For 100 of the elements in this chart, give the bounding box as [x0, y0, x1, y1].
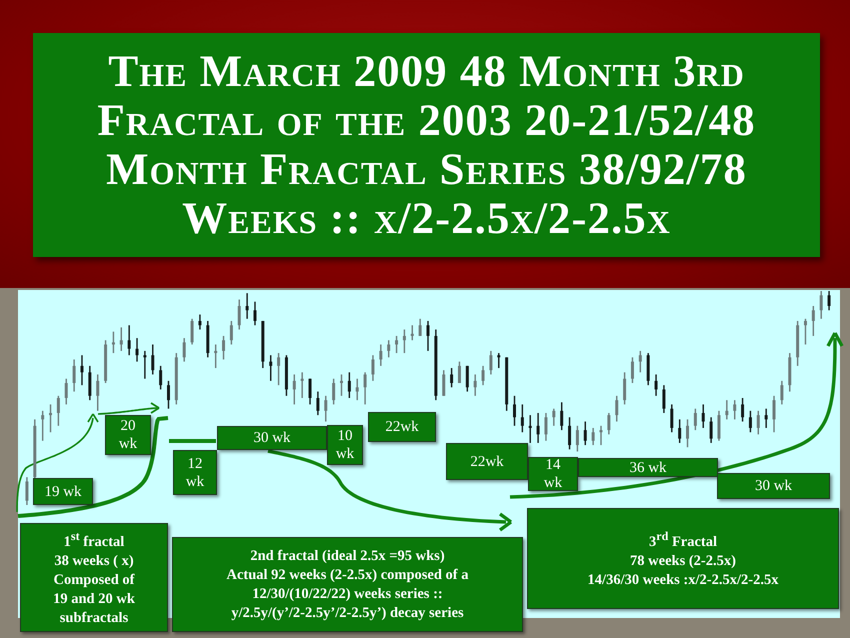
- candlestick: [64, 378, 68, 406]
- candlestick: [410, 324, 414, 341]
- candlestick: [741, 397, 744, 422]
- candlestick: [497, 352, 500, 369]
- candlestick: [560, 402, 564, 431]
- candlestick: [662, 384, 666, 414]
- annotation: 19 wk: [44, 482, 82, 500]
- candlestick: [348, 372, 351, 399]
- candlestick: [544, 412, 548, 442]
- candlestick: [630, 356, 634, 384]
- candlestick: [764, 408, 768, 429]
- candlestick: [371, 354, 374, 382]
- annotation: 36 wk: [629, 458, 667, 476]
- candlestick: [332, 378, 336, 406]
- annotation: 10 wk: [334, 427, 356, 463]
- candlestick: [128, 324, 131, 356]
- candlestick: [25, 476, 28, 505]
- annotation: 12 wk: [184, 454, 206, 490]
- candlestick: [725, 399, 728, 420]
- candlestick: [395, 335, 398, 354]
- candlestick: [520, 404, 524, 433]
- candlestick: [638, 350, 642, 374]
- candlestick: [182, 337, 186, 362]
- candlestick: [143, 350, 146, 380]
- candlestick: [112, 330, 115, 354]
- text: 3$^{rd}$ Fractal 78 weeks (2-2.5x) 14/36/30 weeks :x/2-2.5x/2-2.5x: [588, 528, 778, 590]
- candlestick: [552, 408, 556, 427]
- candlestick: [300, 372, 304, 399]
- candlestick: [772, 395, 776, 433]
- annotation: 22wk: [470, 452, 504, 470]
- candlestick: [780, 380, 784, 406]
- candlestick: [442, 369, 446, 397]
- candlestick: [166, 380, 170, 410]
- candlestick: [214, 344, 218, 369]
- candlestick: [804, 318, 807, 346]
- candlestick: [120, 326, 123, 352]
- candlestick: [159, 365, 162, 390]
- candlestick: [190, 318, 194, 346]
- candlestick: [136, 337, 139, 362]
- candlestick: [733, 399, 736, 420]
- candlestick: [56, 395, 60, 427]
- candlestick: [253, 301, 256, 326]
- text: 2nd fractal (ideal 2.5x =95 wks) Actual 92 weeks (2-2.5x) composed of a 12/30/(10/22/22) weeks series :: y/2.5y/(y’/2-2.5y’/2-2.5y’) decay series: [226, 546, 469, 622]
- candlestick: [387, 340, 390, 358]
- annotation: 20 wk: [118, 417, 138, 453]
- candlestick: [756, 410, 760, 436]
- candlestick: [678, 418, 682, 444]
- candlestick: [96, 374, 100, 412]
- candlestick: [489, 350, 492, 376]
- candlestick: [592, 427, 595, 446]
- candlestick: [600, 425, 603, 446]
- candlestick: [292, 374, 296, 406]
- candlestick: [584, 420, 587, 446]
- candlestick: [222, 335, 226, 360]
- candlestick: [230, 320, 233, 346]
- candlestick: [238, 298, 241, 330]
- candlestick: [607, 412, 610, 436]
- candlestick: [466, 365, 469, 392]
- candlestick: [482, 365, 485, 386]
- candlestick: [748, 410, 752, 433]
- candlestick: [324, 395, 328, 422]
- annotation: 30 wk: [754, 477, 792, 495]
- candlestick: [379, 344, 382, 367]
- candlestick: [528, 414, 532, 444]
- candlestick: [536, 412, 540, 444]
- candlestick: [364, 372, 367, 406]
- candlestick: [340, 374, 343, 397]
- candlestick: [710, 416, 713, 444]
- candlestick: [820, 291, 823, 320]
- candlestick: [654, 374, 658, 397]
- candlestick: [702, 404, 705, 429]
- candlestick: [623, 372, 626, 406]
- candlestick: [513, 395, 516, 427]
- candlestick: [49, 404, 52, 433]
- candlestick: [246, 292, 249, 320]
- candlestick: [576, 425, 579, 452]
- candlestick: [418, 318, 422, 337]
- candlestick: [402, 328, 406, 354]
- chart-title: The March 2009 48 Month 3rd Fractal of the 2003 20-21/52/48 Month Fractal Series 38/92/78 Weeks :: x/2-2.5x/2-2.5x: [96, 46, 757, 243]
- candlestick: [670, 404, 674, 433]
- annotation: 22wk: [385, 418, 419, 436]
- candlestick: [88, 365, 92, 401]
- candlestick: [450, 367, 454, 388]
- candlestick: [308, 378, 312, 406]
- candlestick: [277, 352, 280, 386]
- candlestick: [80, 354, 84, 386]
- candlestick: [694, 408, 697, 431]
- candlestick: [356, 378, 359, 401]
- candlestick: [426, 320, 430, 352]
- candlestick: [686, 418, 690, 448]
- annotation: 30 wk: [253, 429, 291, 447]
- annotation: 14 wk: [542, 456, 564, 492]
- candlestick: [458, 360, 461, 384]
- candlestick: [812, 305, 815, 337]
- text: 1$^{st}$ fractal 38 weeks ( x) Composed of 19 and 20 wk subfractals: [53, 528, 135, 628]
- candlestick: [828, 291, 831, 311]
- candlestick: [316, 390, 320, 416]
- candlestick: [474, 374, 477, 397]
- candlestick: [41, 410, 44, 442]
- candlestick: [717, 410, 720, 442]
